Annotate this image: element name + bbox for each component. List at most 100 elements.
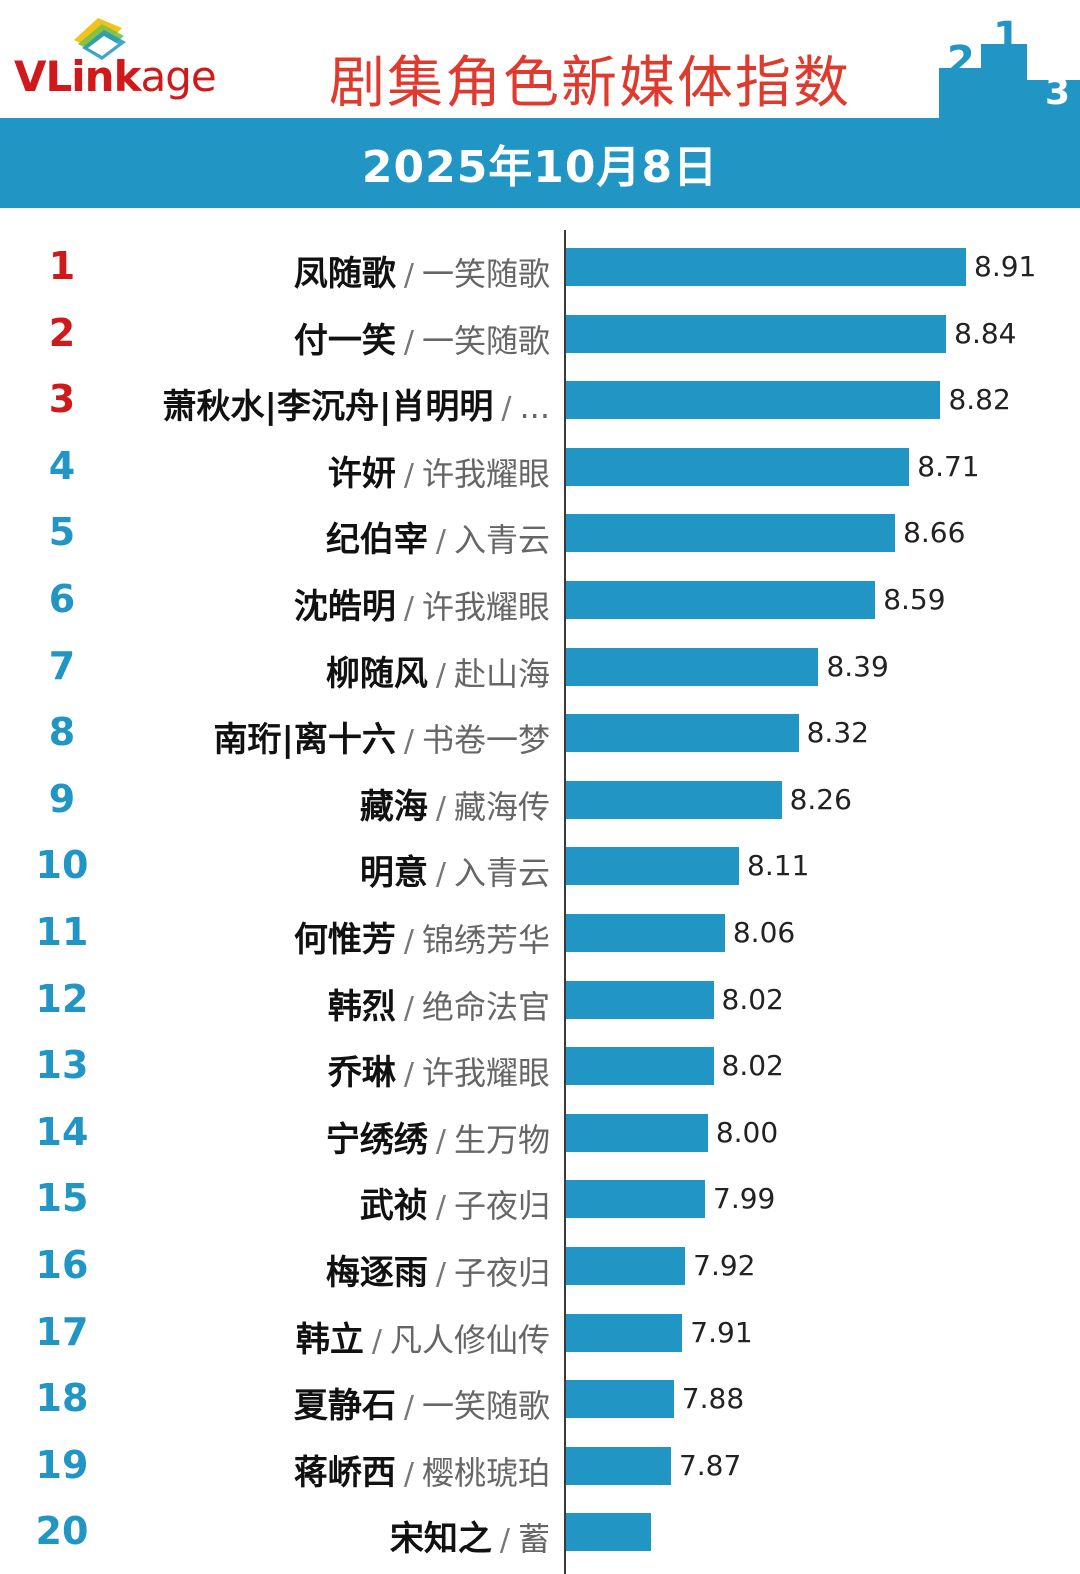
value-label: 8.59 xyxy=(883,583,946,616)
value-label: 8.02 xyxy=(721,982,784,1016)
drama-name: 许我耀眼 xyxy=(421,1054,550,1093)
separator: / xyxy=(501,391,512,427)
separator: / xyxy=(403,724,414,760)
drama-name: 藏海传 xyxy=(453,787,550,826)
category-label: 夏静石 / 一笑随歌 xyxy=(294,1378,550,1427)
logo-text-part: age xyxy=(140,52,217,101)
vlinkage-logo: VLinkage xyxy=(10,14,240,104)
separator: / xyxy=(435,857,446,893)
value-label: 8.66 xyxy=(903,516,966,550)
svg-text:2: 2 xyxy=(947,38,975,84)
drama-name: 入青云 xyxy=(453,521,550,560)
drama-name: 许我耀眼 xyxy=(421,588,550,626)
category-label: 付一笑 / 一笑随歌 xyxy=(294,313,550,362)
drama-name: 蓄 xyxy=(517,1520,550,1559)
role-name: 沈皓明 xyxy=(293,587,396,627)
category-label: 梅逐雨 / 子夜归 xyxy=(326,1245,550,1294)
role-name: 纪伯宰 xyxy=(325,520,428,561)
value-label: 8.71 xyxy=(917,449,980,483)
chart-row: 4 许妍 / 许我耀眼 8.71 xyxy=(0,434,1080,500)
value-bar xyxy=(566,581,876,619)
value-bar xyxy=(566,1047,714,1086)
role-name: 宋知之 xyxy=(389,1519,492,1560)
chart-row: 17 韩立 / 凡人修仙传 7.91 xyxy=(0,1300,1080,1366)
drama-name: 樱桃琥珀 xyxy=(421,1453,550,1492)
role-name: 付一笑 xyxy=(293,320,396,361)
rank-number: 18 xyxy=(35,1376,89,1421)
role-name: 韩立 xyxy=(295,1319,364,1360)
rank-number: 17 xyxy=(35,1309,89,1354)
separator: / xyxy=(435,1123,446,1159)
separator: / xyxy=(403,1057,414,1093)
drama-name: 书卷一梦 xyxy=(421,721,550,760)
category-label: 沈皓明 / 许我耀眼 xyxy=(294,579,550,628)
separator: / xyxy=(435,790,446,826)
chart-axis xyxy=(564,230,566,1574)
value-bar xyxy=(566,447,910,486)
role-name: 何惟芳 xyxy=(293,920,396,960)
chart-row: 6 沈皓明 / 许我耀眼 8.59 xyxy=(0,567,1080,633)
value-bar xyxy=(566,1180,705,1219)
drama-name: 生万物 xyxy=(453,1120,550,1159)
separator: / xyxy=(435,657,446,693)
category-label: 宋知之 / 蓄 xyxy=(390,1511,550,1560)
separator: / xyxy=(403,258,414,293)
drama-name: 许我耀眼 xyxy=(421,454,550,493)
drama-name: 锦绣芳华 xyxy=(421,921,550,959)
chart-row: 1 凤随歌 / 一笑随歌 8.91 xyxy=(0,234,1080,300)
separator: / xyxy=(403,457,414,493)
value-label: 7.91 xyxy=(690,1315,753,1349)
value-bar xyxy=(566,847,740,886)
chart-row: 18 夏静石 / 一笑随歌 7.88 xyxy=(0,1366,1080,1432)
value-bar xyxy=(566,1380,674,1419)
role-name: 梅逐雨 xyxy=(325,1253,428,1293)
logo-text: VLinkage xyxy=(14,52,217,101)
rank-number: 15 xyxy=(35,1176,89,1221)
logo-mark-icon xyxy=(74,18,126,60)
role-name: 夏静石 xyxy=(293,1386,396,1427)
value-label: 8.84 xyxy=(954,316,1017,350)
drama-name: 一笑随歌 xyxy=(421,321,550,360)
value-bar xyxy=(566,1313,683,1352)
category-label: 何惟芳 / 锦绣芳华 xyxy=(294,912,550,961)
rank-number: 10 xyxy=(35,843,89,888)
category-label: 萧秋水|李沉舟|肖明明 /... xyxy=(163,379,550,428)
value-label: 8.82 xyxy=(948,383,1011,417)
value-bar xyxy=(566,1446,671,1485)
chart-row: 15 武祯 / 子夜归 7.99 xyxy=(0,1166,1080,1232)
value-label: 7.87 xyxy=(678,1448,742,1482)
chart-row: 13 乔琳 / 许我耀眼 8.02 xyxy=(0,1033,1080,1099)
separator: / xyxy=(499,1523,510,1559)
category-label: 韩烈 / 绝命法官 xyxy=(328,979,550,1028)
drama-name: 入青云 xyxy=(453,854,550,893)
separator: / xyxy=(371,1323,382,1359)
svg-text:1: 1 xyxy=(993,14,1021,60)
value-label: 8.11 xyxy=(747,849,810,883)
value-bar xyxy=(566,980,714,1019)
separator: / xyxy=(435,1257,446,1292)
separator: / xyxy=(403,924,414,959)
separator: / xyxy=(403,591,414,626)
drama-name: 子夜归 xyxy=(453,1187,550,1226)
date-banner: 2025年10月8日 xyxy=(0,118,1080,208)
chart-row: 7 柳随风 / 赴山海 8.39 xyxy=(0,634,1080,700)
category-label: 乔琳 / 许我耀眼 xyxy=(328,1045,550,1094)
header: VLinkage 剧集角色新媒体指数 2 1 3 xyxy=(0,0,1080,118)
rank-number: 14 xyxy=(35,1109,89,1154)
drama-name: 子夜归 xyxy=(453,1254,550,1292)
value-bar xyxy=(566,647,819,686)
role-name: 乔琳 xyxy=(327,1053,396,1094)
role-name: 藏海 xyxy=(359,786,428,827)
value-bar xyxy=(566,780,782,819)
chart-row: 19 蒋峤西 / 樱桃琥珀 7.87 xyxy=(0,1433,1080,1499)
value-bar xyxy=(566,1113,708,1152)
role-name: 柳随风 xyxy=(325,653,428,694)
value-label: 8.06 xyxy=(732,916,796,949)
rank-number: 19 xyxy=(35,1442,89,1487)
value-label: 8.39 xyxy=(826,649,889,683)
role-name: 武祯 xyxy=(359,1186,428,1227)
separator: / xyxy=(403,990,414,1026)
chart-row: 16 梅逐雨 / 子夜归 7.92 xyxy=(0,1233,1080,1299)
svg-text:3: 3 xyxy=(1045,72,1070,113)
value-label: 8.00 xyxy=(715,1115,779,1149)
